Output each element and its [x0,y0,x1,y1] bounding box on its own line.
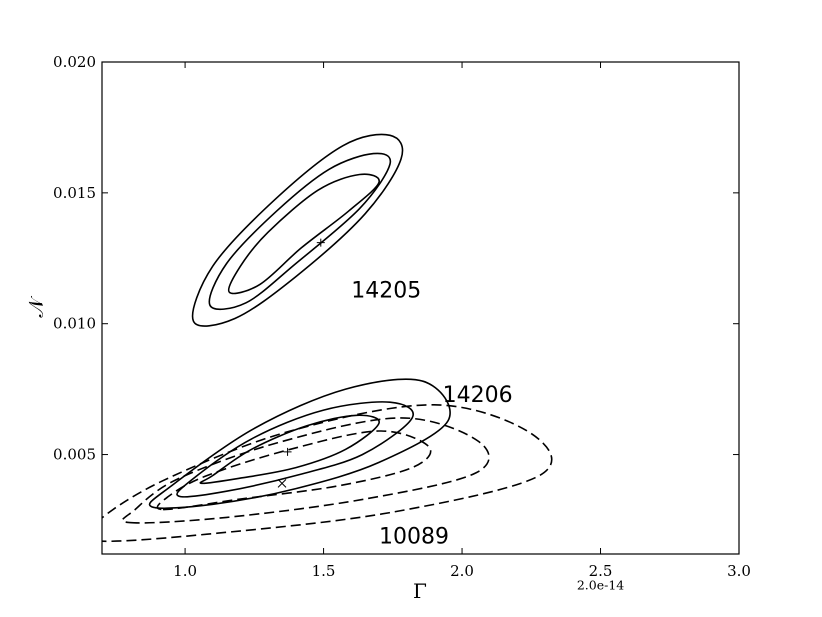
confidence-contour-layer [102,133,553,543]
x-tick-label: 3.0 [727,562,751,580]
flux-label-background [573,577,628,593]
series-14206 [148,378,451,509]
confidence-contour [191,133,404,327]
confidence-contour [102,403,553,543]
y-tick-label: 0.010 [53,315,96,333]
y-axis-label: 𝒩 [24,296,48,318]
best-fit-marker [283,447,292,456]
series-label-14206: 14206 [443,383,513,408]
confidence-contour [148,378,451,509]
x-tick-label: 2.5 [589,562,613,580]
x-tick-label: 1.5 [312,562,336,580]
plot-frame [101,61,740,555]
flux-contour-label: 2.0e-14 [577,577,624,592]
axis-layer: 1.0 1.5 2.0 2.5 3.0 0.005 0.010 0.015 0.020 [53,53,751,580]
x-axis-label: Γ [413,579,427,603]
x-tick-label: 1.0 [173,562,197,580]
confidence-contour [121,417,490,524]
y-tick-label: 0.015 [53,184,96,202]
confidence-contour [227,173,380,295]
series-label-14205: 14205 [351,279,421,304]
flux-contour-layer: 1.8e-131.6e-131.4e-131.2e-131.0e-138.0e-… [573,577,628,593]
best-fit-marker [277,478,287,488]
y-tick-label: 0.020 [53,53,96,71]
confidence-contour [208,152,392,311]
best-fit-marker [316,238,325,247]
x-tick-label: 2.0 [450,562,474,580]
y-tick-label: 0.005 [53,446,96,464]
confidence-contour [199,414,380,485]
confidence-contour [156,430,432,511]
series-14205 [191,133,404,327]
series-name-layer: 14205 14206 10089 [351,279,512,550]
series-label-10089: 10089 [379,525,449,550]
series-10089 [102,403,553,543]
